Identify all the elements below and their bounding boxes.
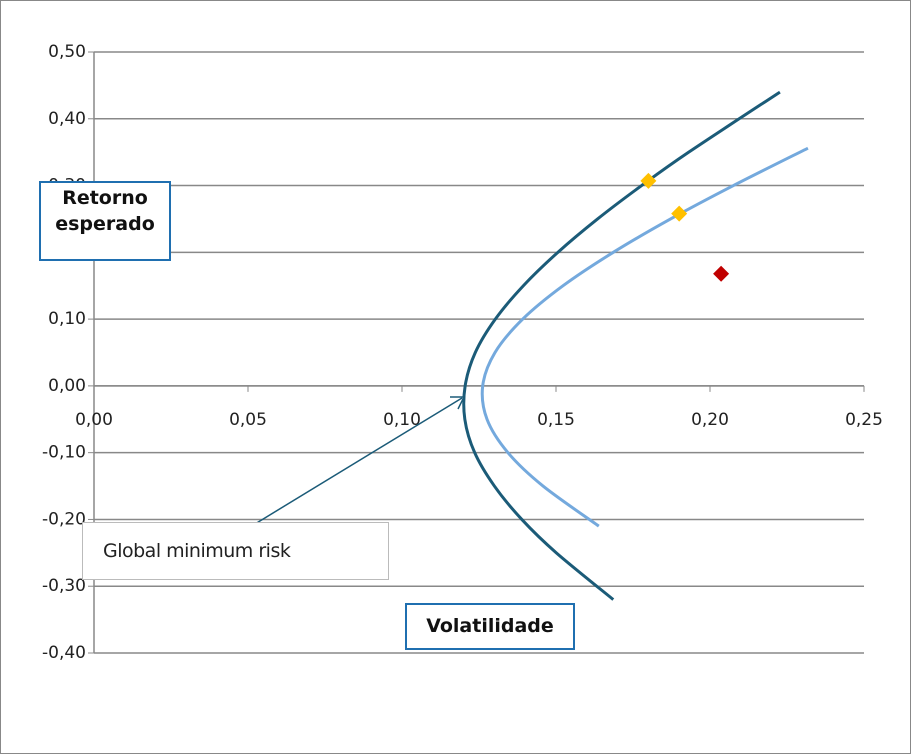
y-axis-title: Retorno esperado bbox=[39, 181, 171, 261]
point-marker bbox=[671, 205, 688, 222]
y-tick-label: -0,30 bbox=[42, 576, 86, 596]
x-tick-label: 0,05 bbox=[229, 410, 267, 430]
y-tick-label: 0,00 bbox=[48, 376, 86, 396]
point-marker bbox=[640, 172, 657, 189]
x-axis-title: Volatilidade bbox=[405, 603, 575, 650]
frontier-line bbox=[462, 90, 781, 601]
x-tick-label: 0,10 bbox=[383, 410, 421, 430]
annotation: Global minimum risk bbox=[82, 522, 389, 580]
arrow-head bbox=[450, 396, 466, 410]
y-tick-label: 0,10 bbox=[48, 309, 86, 329]
x-tick-label: 0,25 bbox=[845, 410, 883, 430]
y-tick-label: 0,50 bbox=[48, 42, 86, 62]
y-tick-label: -0,40 bbox=[42, 643, 86, 663]
x-tick-label: 0,15 bbox=[537, 410, 575, 430]
x-tick-label: 0,20 bbox=[691, 410, 729, 430]
y-tick-label: -0,20 bbox=[42, 509, 86, 529]
point-marker bbox=[713, 265, 730, 282]
annotation-arrow bbox=[249, 397, 463, 528]
y-tick-label: 0,40 bbox=[48, 109, 86, 129]
x-tick-label: 0,00 bbox=[75, 410, 113, 430]
y-tick-label: -0,10 bbox=[42, 443, 86, 463]
frontier-line bbox=[480, 146, 809, 528]
